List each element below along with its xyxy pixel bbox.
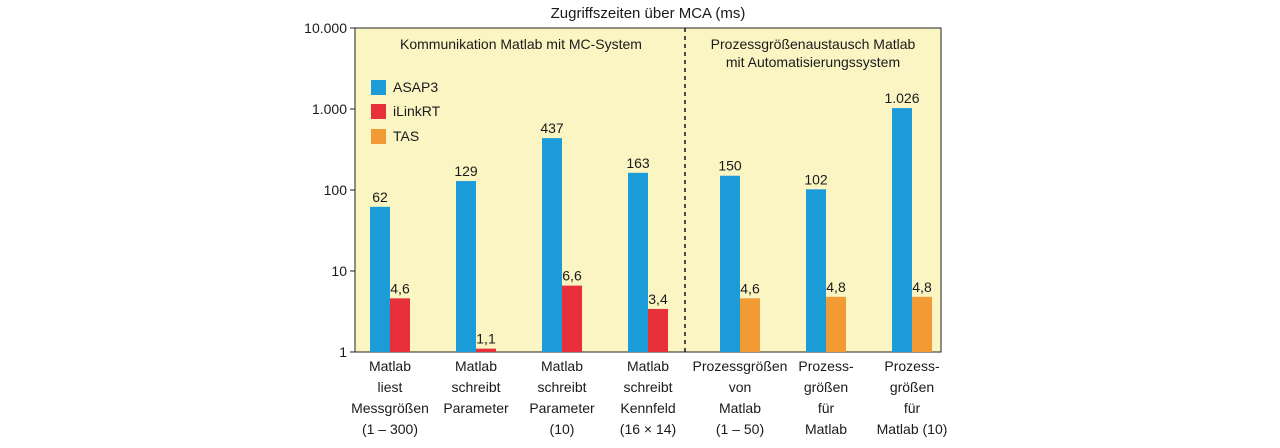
data-labels: 62 4,6 129 1,1 437 6,6 163 3,4 150 4,6 102 4,8 1.026… [372,90,932,347]
category-label: Matlab [369,358,411,374]
data-label: 102 [804,171,828,187]
legend: ASAP3 iLinkRT TAS [371,79,441,144]
legend-label: iLinkRT [393,103,441,119]
legend-swatch [371,129,386,144]
data-label: 4,8 [826,279,846,295]
category-label: Prozess- [798,358,854,374]
data-label: 4,8 [912,279,932,295]
category-label: Matlab [627,358,669,374]
bars [370,108,932,352]
category-label: Kennfeld [620,400,675,416]
category-label: (1 – 50) [716,421,764,437]
category-label: Parameter [443,400,509,416]
data-label: 62 [372,189,388,205]
bar-ilinkrt [390,298,410,352]
category-label: schreibt [451,379,500,395]
y-tick-label: 10.000 [304,20,347,36]
category-label: Messgrößen [351,400,429,416]
y-tick-label: 1 [339,344,347,360]
bar-asap3 [806,189,826,352]
section-label: Kommunikation Matlab mit MC-System [400,36,642,52]
data-label: 150 [718,158,742,174]
y-tick-label: 1.000 [312,101,347,117]
y-tick-label: 10 [331,263,347,279]
category-label: von [729,379,752,395]
category-label: Matlab [805,421,847,437]
bar-tas [740,298,760,352]
data-label: 129 [454,163,478,179]
data-label: 437 [540,120,564,136]
data-label: 4,6 [390,280,410,296]
x-axis-categories: Matlab liest Messgrößen (1 – 300) Matlab schr… [351,358,947,437]
category-label: liest [378,379,403,395]
category-label: Matlab [719,400,761,416]
bar-ilinkrt [476,348,496,352]
category-label: (16 × 14) [620,421,676,437]
y-axis: 1 10 100 1.000 10.000 [304,20,355,360]
data-label: 3,4 [648,291,668,307]
category-label: Matlab [455,358,497,374]
data-label: 1.026 [884,90,919,106]
category-label: Prozess- [884,358,940,374]
bar-asap3 [628,172,648,352]
category-label: (1 – 300) [362,421,418,437]
bar-ilinkrt [562,285,582,352]
legend-swatch [371,80,386,95]
chart-title: Zugriffszeiten über MCA (ms) [551,5,746,22]
data-label: 163 [626,155,650,171]
category-label: (10) [550,421,575,437]
legend-label: ASAP3 [393,79,438,95]
category-label: für [904,400,921,416]
category-label: Matlab (10) [877,421,948,437]
section-label: mit Automatisierungssystem [726,54,900,70]
bar-asap3 [456,181,476,352]
category-label: größen [890,379,934,395]
bar-asap3 [720,175,740,352]
bar-asap3 [542,138,562,352]
data-label: 1,1 [476,331,496,347]
category-label: Prozessgrößen [693,358,788,374]
category-label: schreibt [623,379,672,395]
data-label: 4,6 [740,280,760,296]
data-label: 6,6 [562,268,582,284]
bar-ilinkrt [648,308,668,352]
legend-label: TAS [393,128,419,144]
bar-tas [826,296,846,352]
category-label: Matlab [541,358,583,374]
bar-asap3 [370,206,390,352]
category-label: schreibt [537,379,586,395]
section-labels: Kommunikation Matlab mit MC-System Prozes… [400,36,916,70]
category-label: für [818,400,835,416]
legend-swatch [371,104,386,119]
y-tick-label: 100 [324,182,348,198]
section-label: Prozessgrößenaustausch Matlab [711,36,916,52]
bar-asap3 [892,108,912,352]
category-label: größen [804,379,848,395]
category-label: Parameter [529,400,595,416]
bar-tas [912,296,932,352]
